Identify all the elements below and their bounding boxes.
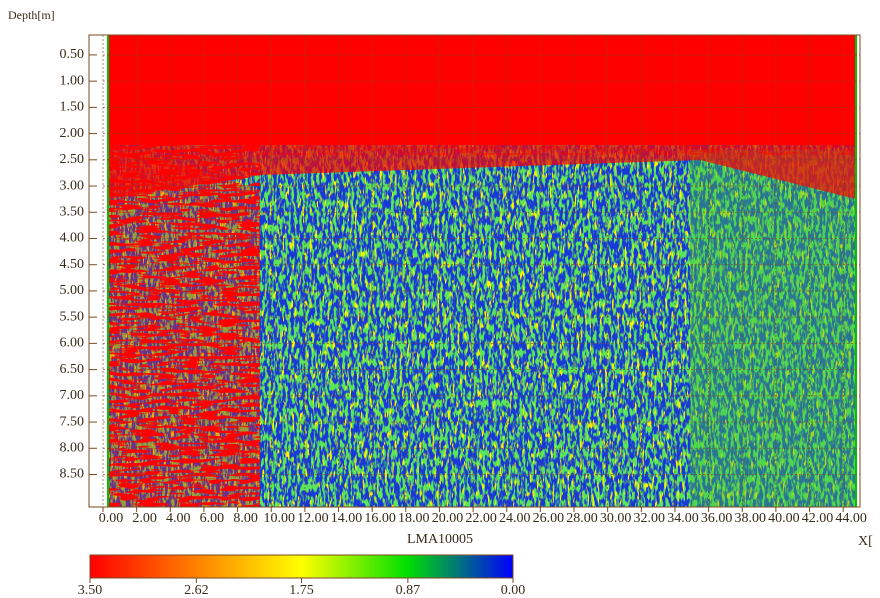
y-tick-label: 1.00 bbox=[60, 73, 85, 88]
x-tick-label: 28.00 bbox=[566, 511, 598, 526]
y-tick-label: 8.00 bbox=[60, 440, 85, 455]
x-tick-label: 36.00 bbox=[701, 511, 733, 526]
x-tick-label: 0.00 bbox=[99, 511, 124, 526]
x-tick-label: 6.00 bbox=[200, 511, 225, 526]
y-tick-label: 5.50 bbox=[60, 309, 85, 324]
colorbar-tick-label: 1.75 bbox=[289, 583, 314, 598]
y-tick-label: 4.50 bbox=[60, 257, 85, 272]
x-tick-label: 44.00 bbox=[835, 511, 867, 526]
x-tick-label: 20.00 bbox=[432, 511, 464, 526]
colorbar-label: LMA10005 bbox=[407, 532, 473, 547]
y-tick-label: 3.50 bbox=[60, 204, 85, 219]
x-tick-label: 22.00 bbox=[465, 511, 497, 526]
x-axis-label: X[ bbox=[858, 534, 873, 549]
y-tick-label: 6.50 bbox=[60, 362, 85, 377]
y-tick-label: 8.50 bbox=[60, 467, 85, 482]
x-tick-label: 26.00 bbox=[533, 511, 565, 526]
x-tick-label: 18.00 bbox=[398, 511, 430, 526]
x-tick-label: 32.00 bbox=[634, 511, 666, 526]
x-tick-label: 34.00 bbox=[667, 511, 699, 526]
x-tick-label: 10.00 bbox=[263, 511, 295, 526]
y-tick-label: 3.00 bbox=[60, 178, 85, 193]
x-tick-label: 38.00 bbox=[734, 511, 766, 526]
colorbar-tick-label: 2.62 bbox=[184, 583, 209, 598]
x-tick-label: 40.00 bbox=[768, 511, 800, 526]
y-tick-label: 7.50 bbox=[60, 414, 85, 429]
x-tick-label: 12.00 bbox=[297, 511, 329, 526]
plot-frame bbox=[88, 34, 861, 508]
colorbar-tick-label: 0.87 bbox=[396, 583, 421, 598]
x-tick-label: 4.00 bbox=[166, 511, 191, 526]
colorbar-tick-label: 3.50 bbox=[78, 583, 103, 598]
x-tick-label: 2.00 bbox=[132, 511, 157, 526]
y-tick-label: 5.00 bbox=[60, 283, 85, 298]
y-tick-label: 6.00 bbox=[60, 336, 85, 351]
y-tick-label: 2.00 bbox=[60, 126, 85, 141]
y-tick-label: 4.00 bbox=[60, 231, 85, 246]
y-tick-label: 2.50 bbox=[60, 152, 85, 167]
y-tick-label: 0.50 bbox=[60, 47, 85, 62]
y-tick-label: 7.00 bbox=[60, 388, 85, 403]
x-tick-label: 8.00 bbox=[233, 511, 258, 526]
x-tick-label: 30.00 bbox=[600, 511, 632, 526]
y-tick-label: 1.50 bbox=[60, 100, 85, 115]
colorbar bbox=[89, 554, 514, 579]
radargram-image bbox=[103, 35, 860, 507]
x-tick-label: 16.00 bbox=[364, 511, 396, 526]
x-tick-label: 24.00 bbox=[499, 511, 531, 526]
x-tick-label: 14.00 bbox=[331, 511, 363, 526]
colorbar-tick-label: 0.00 bbox=[501, 583, 526, 598]
x-tick-label: 42.00 bbox=[802, 511, 834, 526]
y-axis-label: Depth[m] bbox=[8, 8, 55, 22]
